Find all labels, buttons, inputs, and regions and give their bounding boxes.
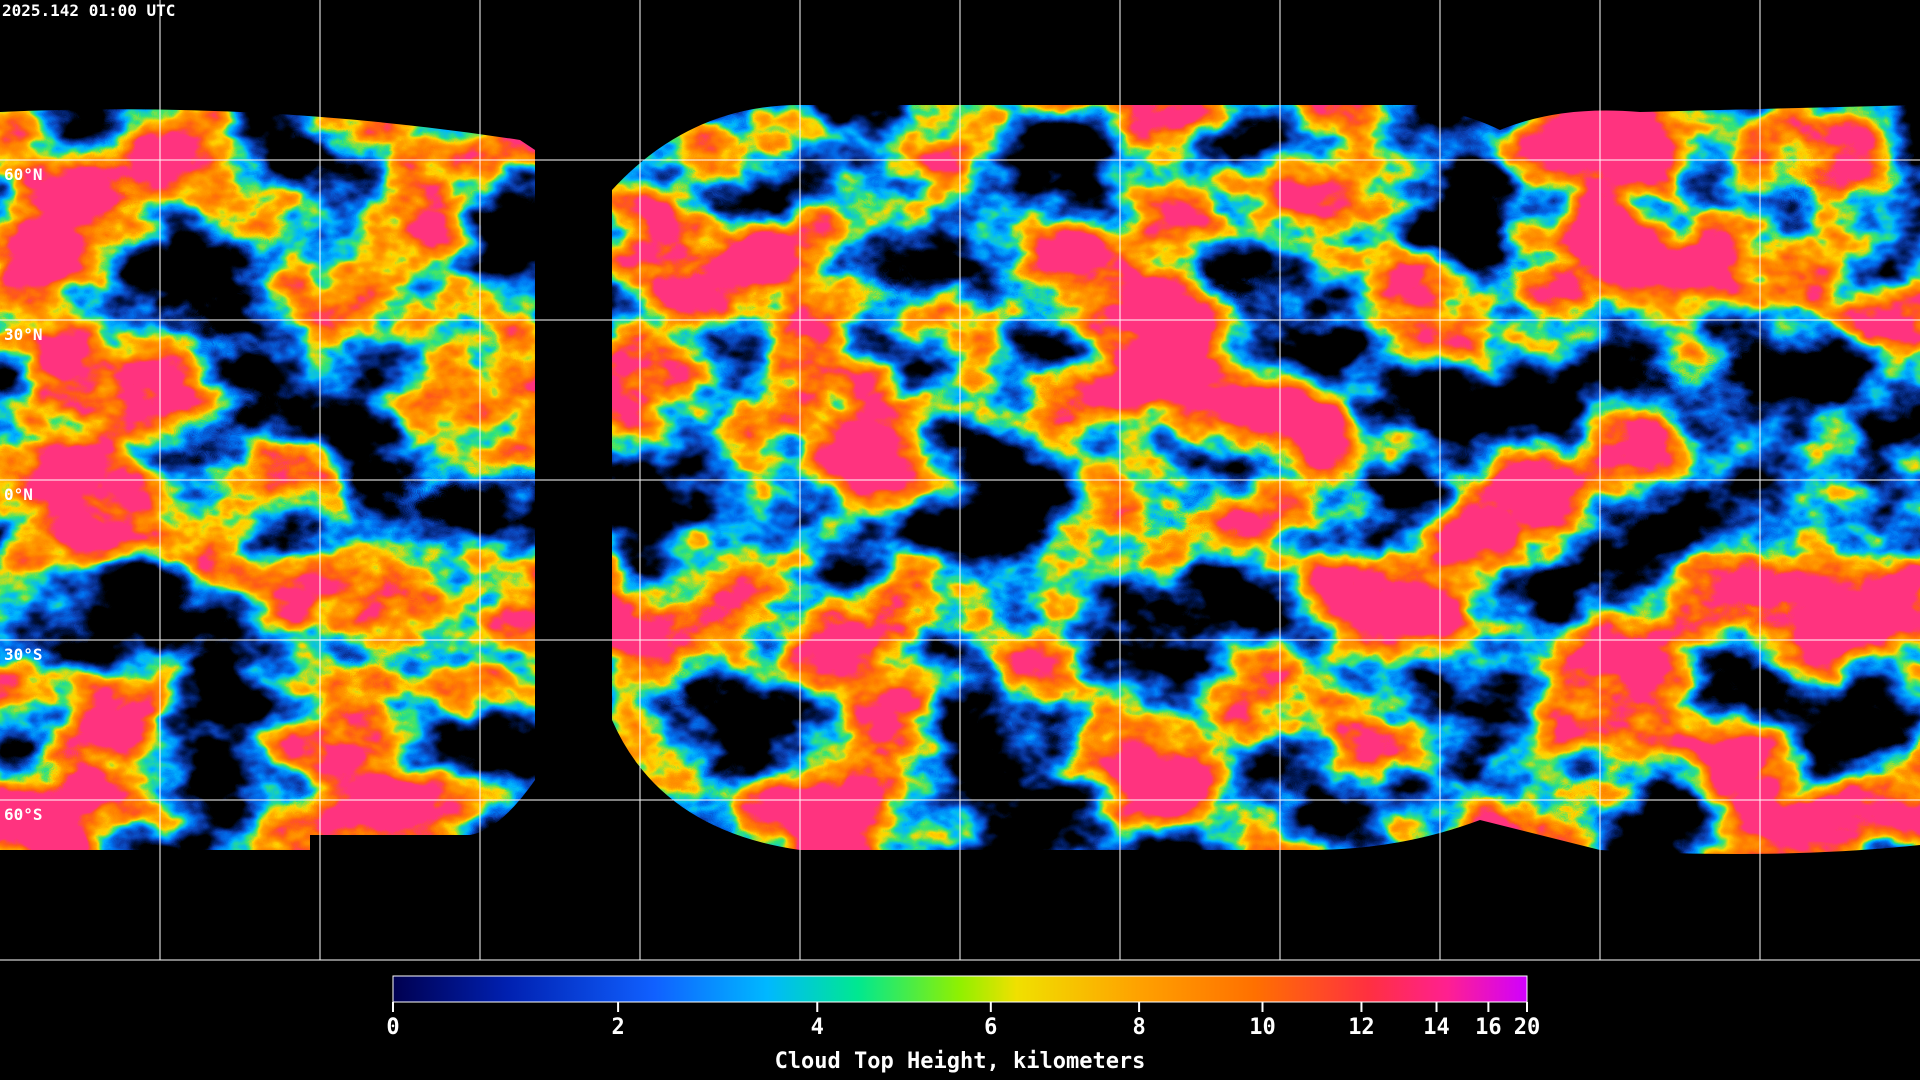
colorbar-tick-label: 0 xyxy=(386,1015,399,1040)
latitude-labels: 60°N 30°N 0°N 30°S 60°S xyxy=(4,165,43,824)
colorbar xyxy=(392,975,1528,1003)
latitude-label: 60°N xyxy=(4,165,43,184)
colorbar-tick-label: 16 xyxy=(1475,1015,1502,1040)
colorbar-tick-label: 4 xyxy=(811,1015,824,1040)
latitude-label: 60°S xyxy=(4,805,43,824)
colorbar-axis: 0 2 4 6 8 10 12 14 16 20 xyxy=(386,1002,1540,1040)
colorbar-tick-label: 14 xyxy=(1423,1015,1450,1040)
timestamp: 2025.142 01:00 UTC xyxy=(2,1,175,20)
colorbar-title: Cloud Top Height, kilometers xyxy=(775,1049,1146,1074)
colorbar-tick-label: 6 xyxy=(984,1015,997,1040)
latitude-label: 0°N xyxy=(4,485,33,504)
latitude-label: 30°N xyxy=(4,325,43,344)
colorbar-tick-label: 12 xyxy=(1348,1015,1375,1040)
graticule xyxy=(0,0,1920,961)
colorbar-tick-label: 20 xyxy=(1514,1015,1541,1040)
colorbar-tick-label: 8 xyxy=(1132,1015,1145,1040)
colorbar-tick-label: 2 xyxy=(611,1015,624,1040)
latitude-label: 30°S xyxy=(4,645,43,664)
colorbar-tick-label: 10 xyxy=(1249,1015,1276,1040)
